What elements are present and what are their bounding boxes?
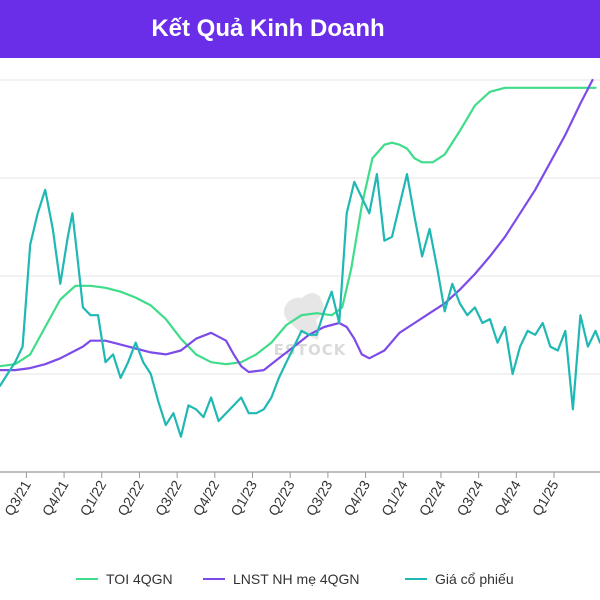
x-tick-label: Q1/25 (529, 477, 562, 518)
legend-swatch-lnst (203, 578, 225, 580)
legend-label-lnst: LNST NH mẹ 4QGN (233, 571, 360, 587)
grid (0, 79, 600, 473)
legend-item-price[interactable]: Giá cổ phiếu (405, 566, 514, 592)
x-tick-label: Q3/21 (1, 477, 34, 518)
legend-swatch-toi (76, 578, 98, 580)
x-tick-label: Q4/24 (491, 477, 524, 518)
legend-item-toi[interactable]: TOI 4QGN (76, 566, 173, 592)
x-tick-label: Q1/22 (76, 477, 109, 518)
series-line-0 (0, 86, 597, 368)
legend-item-lnst[interactable]: LNST NH mẹ 4QGN (203, 566, 360, 592)
legend-swatch-price (405, 578, 427, 580)
x-axis: Q3/21 Q4/21 Q1/22 Q2/22 Q3/22 Q4/22 Q1/23 Q2/23… (1, 472, 562, 519)
x-tick-label: Q4/21 (39, 477, 72, 518)
x-tick-label: Q3/23 (303, 477, 336, 518)
x-tick-label: Q3/22 (152, 477, 185, 518)
legend-label-price: Giá cổ phiếu (435, 571, 514, 587)
legend-label-toi: TOI 4QGN (106, 571, 173, 587)
legend: TOI 4QGN LNST NH mẹ 4QGN Giá cổ phiếu (0, 566, 600, 592)
x-tick-label: Q2/24 (416, 477, 449, 518)
x-tick-label: Q2/22 (114, 477, 147, 518)
line-chart: ESTOCK Q3/21 Q4/21 Q1/22 Q2/22 Q3/22 Q4/22 Q1/… (0, 78, 600, 519)
x-tick-label: Q1/24 (378, 477, 411, 518)
series-line-2 (0, 172, 600, 438)
watermark-text: ESTOCK (274, 341, 347, 359)
x-tick-label: Q2/23 (265, 477, 298, 518)
header-bar: Kết Quả Kinh Doanh (0, 0, 600, 58)
x-tick-label: Q4/22 (189, 477, 222, 518)
x-tick-label: Q1/23 (227, 477, 260, 518)
x-tick-label: Q4/23 (340, 477, 373, 518)
series-lines (0, 78, 600, 438)
watermark: ESTOCK (274, 293, 347, 359)
knight-logo-icon (284, 293, 324, 340)
chart-title: Kết Quả Kinh Doanh (151, 15, 385, 42)
x-tick-label: Q3/24 (453, 477, 486, 518)
